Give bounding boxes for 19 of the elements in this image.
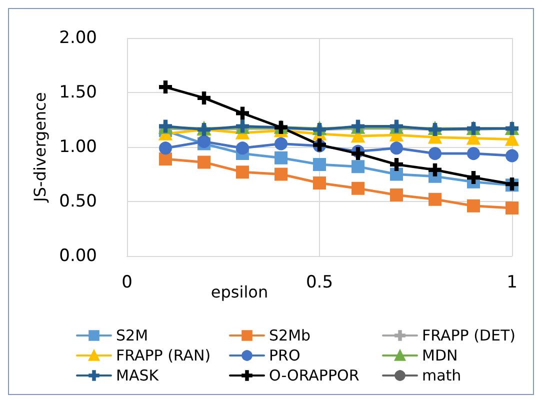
legend-label: S2Mb [269, 326, 311, 344]
legend-label: FRAPP (RAN) [116, 346, 211, 364]
legend-label: MASK [116, 366, 160, 384]
legend-label: O-ORAPPOR [269, 366, 360, 384]
legend-label: FRAPP (DET) [422, 326, 516, 344]
y-tick-label: 0.50 [59, 192, 97, 212]
legend-label: S2M [116, 326, 148, 344]
legend-label: math [422, 366, 462, 384]
y-tick-label: 1.00 [59, 137, 97, 157]
y-tick-label: 2.00 [59, 28, 97, 48]
y-tick-label: 0.00 [59, 246, 97, 266]
x-axis-title: epsilon [210, 282, 268, 302]
x-tick-label: 0.5 [306, 272, 334, 292]
y-axis-title: JS-divergence [30, 92, 50, 203]
legend-label: MDN [422, 346, 458, 364]
x-tick-label: 1 [506, 272, 518, 292]
x-tick-label: 0 [122, 272, 132, 292]
y-tick-label: 1.50 [59, 82, 97, 102]
legend-label: PRO [269, 346, 300, 364]
